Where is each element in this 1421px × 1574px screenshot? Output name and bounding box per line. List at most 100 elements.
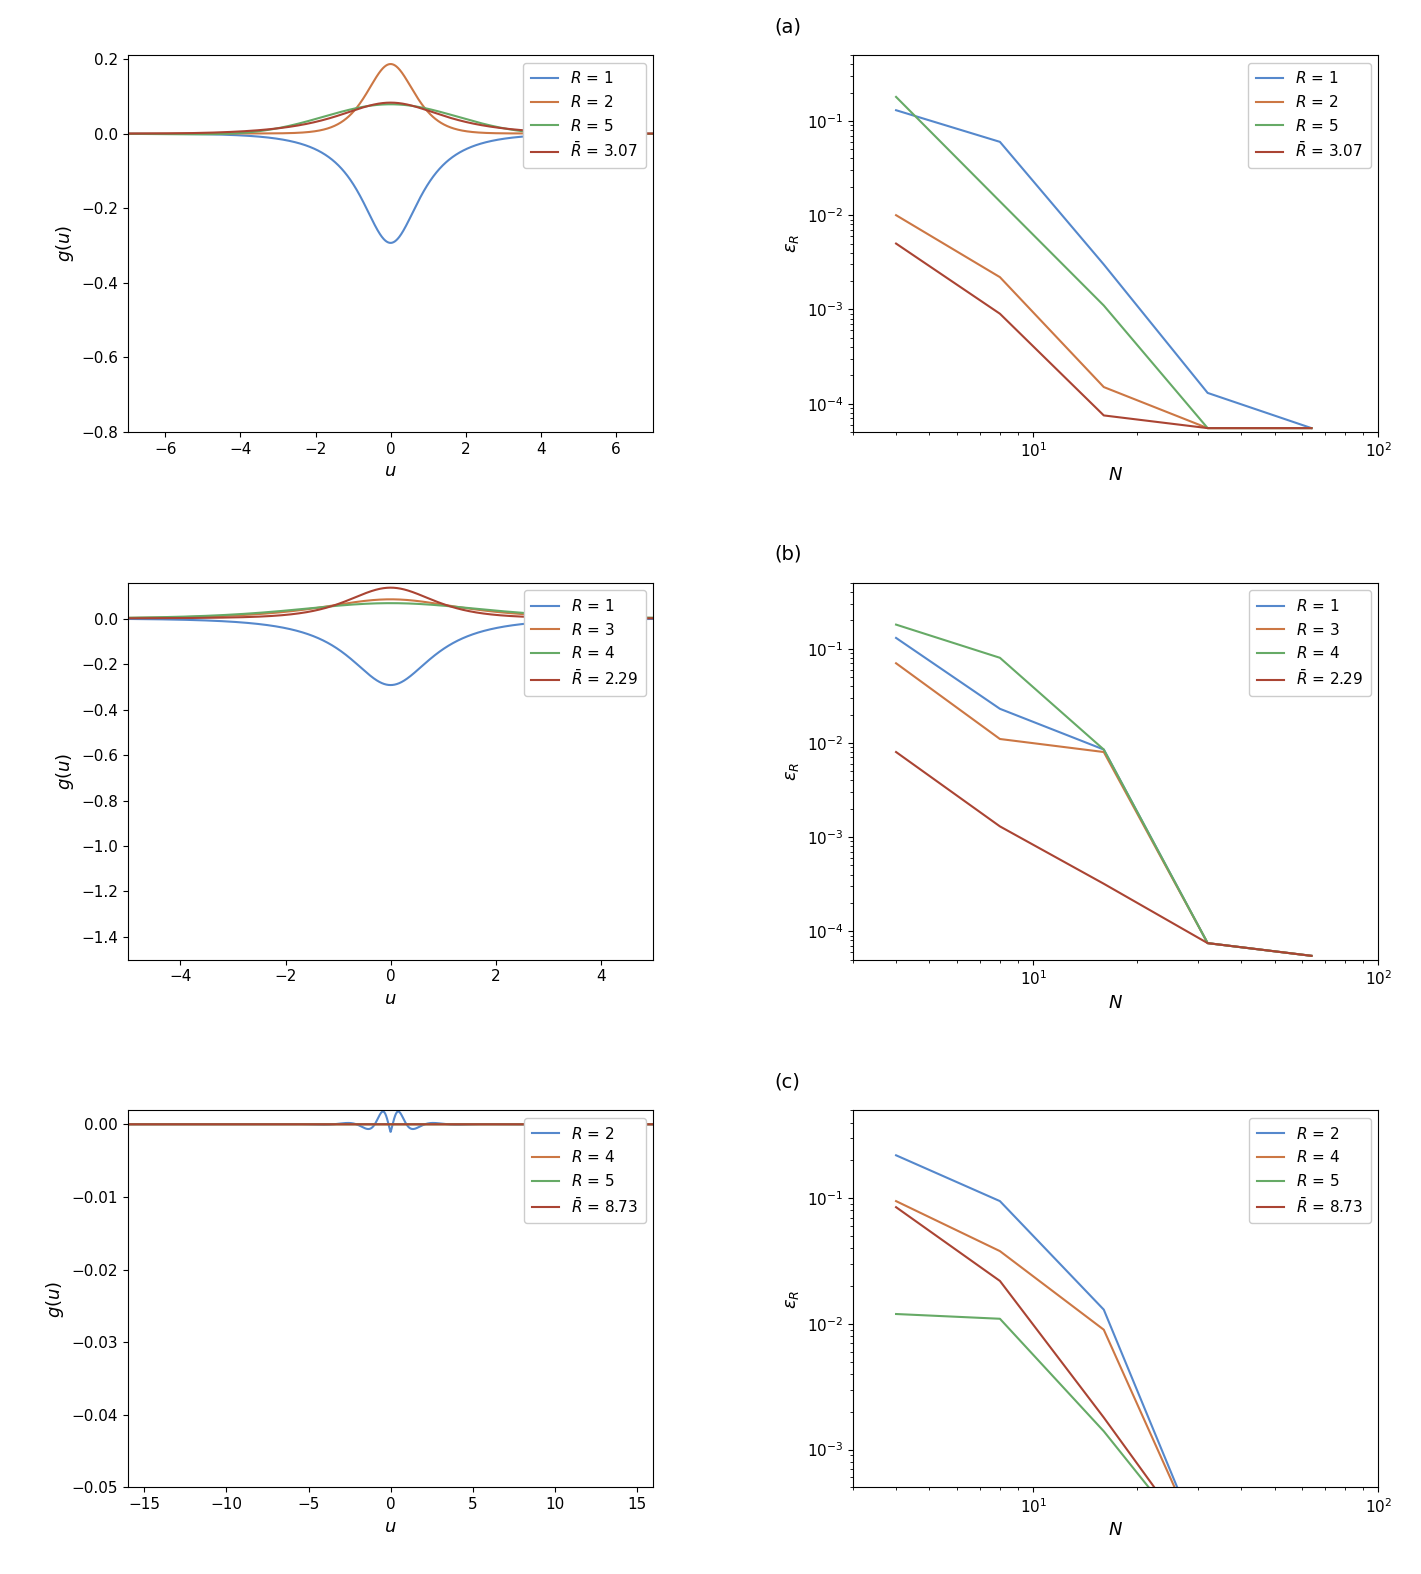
$R$ = 3: [119, 609, 136, 628]
$R$ = 5: [533, 124, 550, 143]
$\bar{R}$ = 3.07: [992, 304, 1009, 323]
$R$ = 1: [382, 233, 399, 252]
$R$ = 4: [361, 593, 378, 612]
$R$ = 4: [146, 1114, 163, 1133]
$R$ = 4: [888, 615, 905, 634]
$\bar{R}$ = 8.73: [398, 1114, 415, 1133]
X-axis label: $u$: $u$: [384, 1517, 396, 1536]
$R$ = 5: [630, 124, 647, 143]
$R$ = 1: [533, 126, 550, 145]
Line: $R$ = 1: $R$ = 1: [897, 637, 1312, 955]
Legend: $R$ = 1, $R$ = 3, $R$ = 4, $\bar{R}$ = 2.29: $R$ = 1, $R$ = 3, $R$ = 4, $\bar{R}$ = 2…: [524, 590, 645, 696]
Legend: $R$ = 1, $R$ = 2, $R$ = 5, $\bar{R}$ = 3.07: $R$ = 1, $R$ = 2, $R$ = 5, $\bar{R}$ = 3…: [523, 63, 645, 168]
$R$ = 3: [1303, 946, 1320, 965]
$R$ = 3: [992, 729, 1009, 748]
$R$ = 5: [888, 1305, 905, 1324]
$R$ = 1: [630, 124, 647, 143]
$\bar{R}$ = 3.07: [361, 96, 378, 115]
$R$ = 4: [1199, 1552, 1216, 1571]
$R$ = 1: [119, 609, 136, 628]
$R$ = 5: [645, 124, 662, 143]
$R$ = 4: [361, 1114, 378, 1133]
$R$ = 5: [1199, 419, 1216, 438]
$R$ = 2: [1303, 419, 1320, 438]
$R$ = 4: [645, 608, 662, 626]
$R$ = 3: [888, 653, 905, 672]
$R$ = 5: [382, 94, 399, 113]
$R$ = 4: [375, 593, 392, 612]
Y-axis label: $g(u)$: $g(u)$: [44, 1280, 65, 1317]
$R$ = 2: [645, 1114, 662, 1133]
$\bar{R}$ = 3.07: [1199, 419, 1216, 438]
$R$ = 5: [361, 96, 378, 115]
Legend: $R$ = 2, $R$ = 4, $R$ = 5, $\bar{R}$ = 8.73: $R$ = 2, $R$ = 4, $R$ = 5, $\bar{R}$ = 8…: [524, 1118, 645, 1223]
$\bar{R}$ = 2.29: [1303, 946, 1320, 965]
$R$ = 4: [992, 1242, 1009, 1261]
$R$ = 1: [361, 666, 378, 685]
$R$ = 1: [1096, 740, 1113, 759]
$R$ = 2: [630, 1114, 647, 1133]
$\bar{R}$ = 3.07: [630, 124, 647, 143]
$R$ = 2: [630, 124, 647, 143]
$R$ = 2: [1096, 378, 1113, 397]
$R$ = 4: [534, 1114, 551, 1133]
$R$ = 5: [630, 1114, 647, 1133]
Y-axis label: $\varepsilon_R$: $\varepsilon_R$: [783, 1289, 801, 1308]
$R$ = 1: [146, 609, 163, 628]
$R$ = 1: [1303, 419, 1320, 438]
$\bar{R}$ = 3.07: [645, 124, 662, 143]
$\bar{R}$ = 2.29: [382, 578, 399, 597]
$\bar{R}$ = 3.07: [382, 93, 399, 112]
X-axis label: $N$: $N$: [1108, 1522, 1123, 1539]
$R$ = 4: [533, 604, 550, 623]
$\bar{R}$ = 8.73: [534, 1114, 551, 1133]
$R$ = 4: [369, 1114, 387, 1133]
Line: $\bar{R}$ = 3.07: $\bar{R}$ = 3.07: [897, 244, 1312, 428]
$\bar{R}$ = 8.73: [992, 1272, 1009, 1291]
$R$ = 2: [382, 1122, 399, 1141]
$R$ = 2: [361, 79, 378, 98]
$R$ = 4: [119, 608, 136, 626]
$R$ = 1: [119, 124, 136, 143]
$R$ = 5: [146, 124, 163, 143]
Line: $R$ = 1: $R$ = 1: [897, 110, 1312, 428]
$\bar{R}$ = 3.07: [1096, 406, 1113, 425]
$R$ = 5: [395, 1114, 412, 1133]
$R$ = 2: [375, 1102, 392, 1121]
$R$ = 4: [1096, 1321, 1113, 1339]
Line: $R$ = 5: $R$ = 5: [897, 98, 1312, 428]
$R$ = 2: [146, 124, 163, 143]
$\bar{R}$ = 2.29: [119, 609, 136, 628]
$R$ = 5: [119, 124, 136, 143]
$\bar{R}$ = 2.29: [146, 609, 163, 628]
$R$ = 4: [1303, 946, 1320, 965]
$R$ = 2: [888, 1146, 905, 1165]
$\bar{R}$ = 2.29: [630, 609, 647, 628]
$R$ = 5: [992, 192, 1009, 211]
$R$ = 5: [375, 1114, 392, 1133]
$R$ = 2: [992, 1192, 1009, 1210]
$R$ = 4: [375, 1114, 392, 1133]
$R$ = 1: [888, 101, 905, 120]
$R$ = 2: [630, 124, 647, 143]
Line: $R$ = 2: $R$ = 2: [897, 216, 1312, 428]
$R$ = 1: [375, 674, 392, 693]
$R$ = 4: [119, 1114, 136, 1133]
$R$ = 1: [375, 230, 392, 249]
$R$ = 5: [1096, 296, 1113, 315]
$R$ = 5: [534, 1114, 551, 1133]
$R$ = 5: [375, 94, 392, 113]
$\bar{R}$ = 8.73: [630, 1114, 647, 1133]
$R$ = 1: [1199, 933, 1216, 952]
X-axis label: $u$: $u$: [384, 990, 396, 1007]
$R$ = 2: [1096, 1300, 1113, 1319]
Y-axis label: $g(u)$: $g(u)$: [54, 752, 75, 790]
X-axis label: $u$: $u$: [384, 463, 396, 480]
$\bar{R}$ = 8.73: [146, 1114, 163, 1133]
$R$ = 5: [146, 1114, 163, 1133]
$R$ = 3: [375, 590, 392, 609]
$R$ = 5: [888, 88, 905, 107]
$\bar{R}$ = 2.29: [1096, 874, 1113, 892]
$\bar{R}$ = 8.73: [1096, 1409, 1113, 1428]
$R$ = 2: [382, 55, 399, 74]
